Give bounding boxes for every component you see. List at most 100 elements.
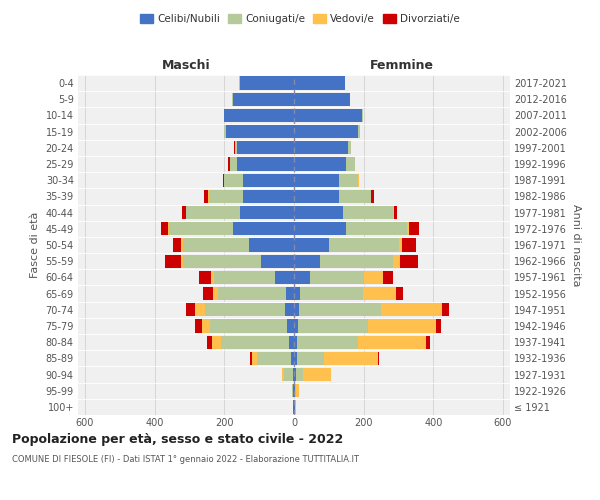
Bar [294, 125, 358, 138]
Bar [381, 303, 442, 316]
Bar [293, 400, 294, 413]
Bar [371, 190, 374, 203]
Bar [294, 141, 348, 154]
Bar [294, 254, 320, 268]
Bar [228, 158, 230, 170]
Bar [293, 368, 294, 381]
Bar [358, 125, 360, 138]
Bar [233, 92, 294, 106]
Bar [240, 76, 294, 90]
Bar [224, 109, 294, 122]
Bar [339, 190, 371, 203]
Bar [257, 352, 290, 365]
Bar [282, 368, 284, 381]
Text: Femmine: Femmine [370, 59, 434, 72]
Bar [294, 352, 298, 365]
Bar [294, 287, 300, 300]
Bar [195, 303, 205, 316]
Bar [294, 270, 310, 284]
Bar [161, 222, 168, 235]
Bar [344, 76, 345, 90]
Bar [300, 287, 363, 300]
Bar [364, 270, 383, 284]
Bar [236, 158, 294, 170]
Bar [398, 238, 402, 252]
Bar [339, 174, 358, 187]
Bar [294, 368, 296, 381]
Bar [402, 238, 416, 252]
Bar [294, 206, 343, 220]
Bar [294, 190, 339, 203]
Bar [221, 336, 289, 349]
Bar [393, 254, 400, 268]
Bar [284, 368, 293, 381]
Bar [436, 320, 441, 332]
Bar [232, 92, 233, 106]
Bar [204, 190, 208, 203]
Bar [218, 287, 286, 300]
Bar [168, 222, 169, 235]
Bar [286, 287, 294, 300]
Bar [348, 141, 352, 154]
Bar [294, 336, 298, 349]
Bar [244, 190, 294, 203]
Bar [224, 174, 244, 187]
Bar [320, 254, 393, 268]
Bar [295, 384, 296, 398]
Bar [224, 125, 226, 138]
Bar [205, 303, 285, 316]
Bar [233, 222, 294, 235]
Bar [289, 336, 294, 349]
Bar [165, 254, 181, 268]
Bar [275, 270, 294, 284]
Bar [169, 222, 233, 235]
Bar [363, 287, 396, 300]
Y-axis label: Fasce di età: Fasce di età [30, 212, 40, 278]
Bar [409, 222, 419, 235]
Bar [294, 174, 339, 187]
Bar [298, 336, 358, 349]
Bar [329, 238, 398, 252]
Bar [294, 76, 344, 90]
Bar [223, 174, 224, 187]
Bar [442, 303, 449, 316]
Bar [294, 222, 346, 235]
Bar [261, 254, 294, 268]
Bar [214, 270, 275, 284]
Bar [240, 206, 294, 220]
Bar [234, 141, 235, 154]
Bar [181, 254, 182, 268]
Bar [394, 206, 397, 220]
Bar [368, 320, 436, 332]
Bar [294, 384, 295, 398]
Bar [252, 352, 257, 365]
Bar [407, 222, 409, 235]
Bar [400, 254, 418, 268]
Bar [211, 270, 214, 284]
Bar [207, 336, 212, 349]
Bar [299, 303, 381, 316]
Bar [244, 174, 294, 187]
Bar [250, 352, 252, 365]
Bar [396, 287, 403, 300]
Bar [209, 190, 244, 203]
Text: COMUNE DI FIESOLE (FI) - Dati ISTAT 1° gennaio 2022 - Elaborazione TUTTITALIA.IT: COMUNE DI FIESOLE (FI) - Dati ISTAT 1° g… [12, 455, 359, 464]
Bar [182, 238, 249, 252]
Bar [427, 336, 430, 349]
Bar [294, 109, 362, 122]
Bar [295, 400, 296, 413]
Bar [293, 384, 294, 398]
Bar [195, 320, 202, 332]
Bar [212, 336, 221, 349]
Bar [296, 368, 303, 381]
Y-axis label: Anni di nascita: Anni di nascita [571, 204, 581, 286]
Bar [294, 238, 329, 252]
Bar [346, 222, 407, 235]
Bar [358, 336, 427, 349]
Bar [211, 320, 287, 332]
Bar [226, 125, 294, 138]
Bar [290, 352, 294, 365]
Bar [287, 320, 294, 332]
Bar [230, 158, 236, 170]
Bar [298, 352, 323, 365]
